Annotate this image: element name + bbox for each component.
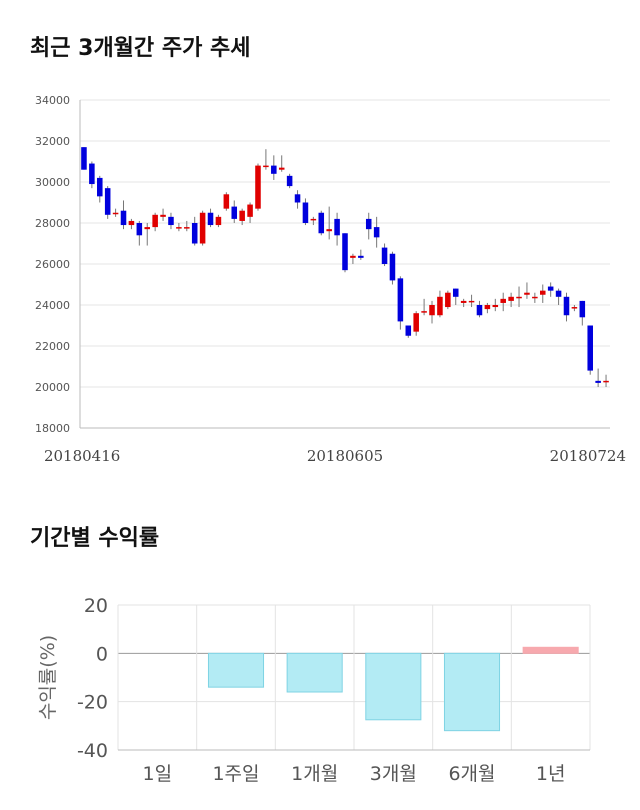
y-tick-label: 32000 — [35, 135, 70, 148]
y-tick-label: 18000 — [35, 422, 70, 435]
y-tick-label: -40 — [77, 740, 108, 762]
candle-body — [579, 300, 586, 318]
category-label: 1개월 — [291, 763, 338, 785]
candlestick-chart: 34000 32000 30000 28000 26000 24000 22000 20000… — [35, 94, 626, 465]
candle-body — [468, 300, 475, 303]
candle-body — [413, 313, 419, 332]
candle-body — [350, 255, 356, 258]
candle-body — [136, 223, 143, 236]
y-tick-label: -20 — [77, 692, 108, 714]
candle-body — [405, 325, 412, 336]
candle-body — [484, 305, 491, 310]
candle-body — [500, 298, 506, 303]
candle-body — [81, 147, 87, 170]
candle-body — [326, 229, 332, 232]
candle-body — [89, 163, 95, 185]
return-bar — [522, 646, 579, 654]
y-tick-label: 24000 — [35, 299, 70, 312]
candle-body — [231, 206, 238, 219]
candle-body — [445, 292, 451, 308]
candle-body — [429, 305, 435, 316]
candle-body — [271, 165, 277, 174]
y-tick-label: 28000 — [35, 217, 70, 230]
category-label: 1일 — [143, 763, 173, 785]
candle-body — [104, 188, 111, 215]
candle-body — [286, 175, 293, 187]
candle-body — [168, 216, 174, 226]
y-tick-label: 20000 — [35, 381, 70, 394]
candle-body — [476, 305, 483, 316]
candle-body — [263, 165, 269, 168]
x-tick-label: 20180605 — [307, 447, 383, 465]
candle-body — [437, 296, 443, 316]
candle-body — [342, 233, 348, 271]
candle-body — [302, 202, 309, 223]
category-label: 1주일 — [212, 763, 259, 785]
candle-body — [223, 194, 230, 209]
x-tick-label: 20180416 — [44, 447, 120, 465]
candle-body — [199, 212, 206, 244]
candle-body — [97, 177, 103, 197]
y-tick-label: 22000 — [35, 340, 70, 353]
category-label: 6개월 — [448, 763, 495, 785]
y-tick-label: 20 — [84, 595, 108, 617]
category-label: 1년 — [536, 763, 566, 785]
candle-body — [532, 296, 538, 299]
candle-body — [184, 227, 190, 229]
candle-body — [255, 165, 261, 209]
candle-body — [421, 311, 427, 313]
candle-body — [587, 325, 593, 371]
candle-body — [334, 218, 340, 236]
candle-body — [294, 194, 301, 203]
candle-body — [318, 212, 325, 234]
candle-body — [452, 288, 459, 297]
candle-body — [160, 214, 166, 217]
candle-body — [365, 218, 372, 230]
return-bar — [365, 652, 422, 721]
return-bar — [207, 652, 265, 688]
candle-body — [215, 216, 222, 226]
candle-body — [492, 305, 499, 308]
candle-body — [358, 255, 364, 258]
candle-body — [112, 212, 119, 215]
candle-body — [278, 167, 285, 170]
return-bar — [443, 652, 501, 732]
candle-body — [539, 290, 546, 295]
candle-body — [547, 286, 554, 291]
candle-body — [516, 296, 522, 299]
category-label: 3개월 — [370, 763, 417, 785]
x-tick-label: 20180724 — [550, 447, 626, 465]
returns-title: 기간별 수익률 — [30, 526, 160, 551]
candle-body — [176, 227, 182, 229]
candle-body — [144, 227, 151, 230]
candle-body — [524, 292, 530, 295]
candle-body — [373, 227, 380, 238]
y-axis-label: 수익률(%) — [37, 635, 59, 720]
candle-body — [152, 214, 158, 228]
candle-body — [460, 300, 467, 303]
candle-body — [603, 380, 609, 383]
y-tick-label: 30000 — [35, 176, 70, 189]
candle-body — [128, 220, 135, 226]
candle-body — [571, 307, 578, 309]
candle-body — [191, 223, 198, 244]
candle-body — [239, 210, 245, 221]
candle-body — [207, 212, 214, 226]
candle-body — [389, 253, 396, 281]
y-tick-label: 0 — [96, 643, 108, 665]
candle-body — [310, 218, 317, 221]
candle-body — [508, 296, 514, 301]
candle-body — [397, 278, 404, 322]
candle-body — [381, 247, 388, 264]
candle-body — [247, 204, 253, 217]
y-tick-label: 34000 — [35, 94, 70, 107]
candle-body — [595, 380, 601, 383]
y-tick-label: 26000 — [35, 258, 70, 271]
return-bar — [286, 652, 343, 693]
candle-body — [563, 296, 570, 316]
candle-body — [555, 290, 562, 297]
price-trend-title: 최근 3개월간 주가 추세 — [30, 36, 251, 61]
candle-body — [120, 210, 127, 226]
